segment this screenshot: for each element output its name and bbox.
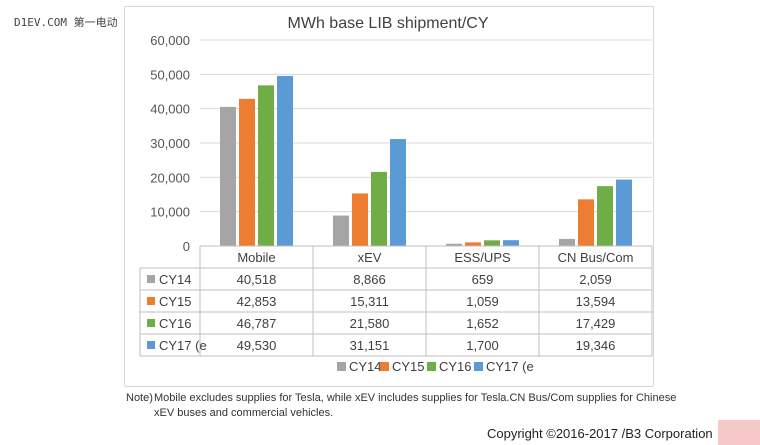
data-value: 15,311 [350, 294, 389, 309]
bar-cy17 [503, 240, 519, 246]
data-value: 17,429 [576, 316, 616, 331]
data-value: 46,787 [237, 316, 277, 331]
bar-cy17 [277, 75, 293, 247]
data-value: 1,059 [466, 294, 499, 309]
y-tick-label: 0 [183, 239, 190, 254]
y-axis-ticks: 0 10,000 20,000 30,000 40,000 50,000 60,000 [150, 33, 190, 254]
y-tick-label: 40,000 [150, 102, 190, 117]
series-label: CY14 [159, 272, 192, 287]
chart-title: MWh base LIB shipment/CY [287, 15, 489, 32]
y-tick-label: 50,000 [150, 67, 190, 82]
data-value: 19,346 [576, 338, 616, 353]
y-tick-label: 20,000 [150, 170, 190, 185]
bar-cy17 [616, 179, 632, 246]
bar-cy14 [220, 106, 236, 246]
bar-cy15 [465, 242, 481, 246]
legend-swatch [474, 362, 483, 371]
category-label: Mobile [237, 250, 275, 265]
y-tick-label: 10,000 [150, 205, 190, 220]
bar-cy14 [559, 238, 575, 246]
legend-entry: CY16 [439, 359, 472, 374]
bar-cy16 [258, 85, 274, 247]
table-swatch [147, 275, 155, 283]
legend-swatch [337, 362, 346, 371]
note-label: Note) [126, 392, 153, 404]
data-value: 1,700 [466, 338, 499, 353]
data-value: 40,518 [237, 272, 277, 287]
legend-entry: CY17 (e [486, 359, 534, 374]
legend-swatch [380, 362, 389, 371]
data-value: 31,151 [350, 338, 390, 353]
data-value: 13,594 [576, 294, 616, 309]
series-label: CY17 (e [159, 338, 207, 353]
bar-cy15 [352, 193, 368, 246]
data-value: 42,853 [237, 294, 277, 309]
bar-cy16 [484, 240, 500, 246]
y-tick-label: 60,000 [150, 33, 190, 48]
legend-entry: CY15 [392, 359, 425, 374]
bar-cy15 [239, 98, 255, 246]
category-label: CN Bus/Com [558, 250, 634, 265]
data-value: 2,059 [579, 272, 612, 287]
data-value: 1,652 [466, 316, 499, 331]
table-swatch [147, 341, 155, 349]
legend-entry: CY14 [349, 359, 382, 374]
series-label: CY16 [159, 316, 192, 331]
data-value: 659 [472, 272, 494, 287]
table-swatch [147, 319, 155, 327]
y-tick-label: 30,000 [150, 136, 190, 151]
copyright: Copyright ©2016-2017 /B3 Corporation [487, 426, 713, 441]
table-swatch [147, 297, 155, 305]
watermark-text: D1EV.COM 第一电动 [14, 16, 118, 29]
data-value: 49,530 [237, 338, 277, 353]
bar-cy14 [446, 243, 462, 246]
corner-decoration [718, 420, 760, 445]
bar-cy15 [578, 199, 594, 246]
bars [220, 75, 632, 247]
legend: CY14 CY15 CY16 CY17 (e [337, 359, 534, 374]
bar-cy14 [333, 215, 349, 246]
legend-swatch [427, 362, 436, 371]
bar-cy16 [371, 171, 387, 246]
category-label: xEV [358, 250, 382, 265]
series-label: CY15 [159, 294, 192, 309]
chart-card [124, 6, 654, 387]
bar-cy16 [597, 186, 613, 246]
category-label: ESS/UPS [454, 250, 511, 265]
data-value: 8,866 [353, 272, 386, 287]
data-value: 21,580 [350, 316, 390, 331]
bar-cy17 [390, 139, 406, 246]
note-text: Mobile excludes supplies for Tesla, whil… [154, 392, 677, 419]
data-table: Mobile xEV ESS/UPS CN Bus/Com CY14 40,518 8,86… [139, 245, 653, 357]
